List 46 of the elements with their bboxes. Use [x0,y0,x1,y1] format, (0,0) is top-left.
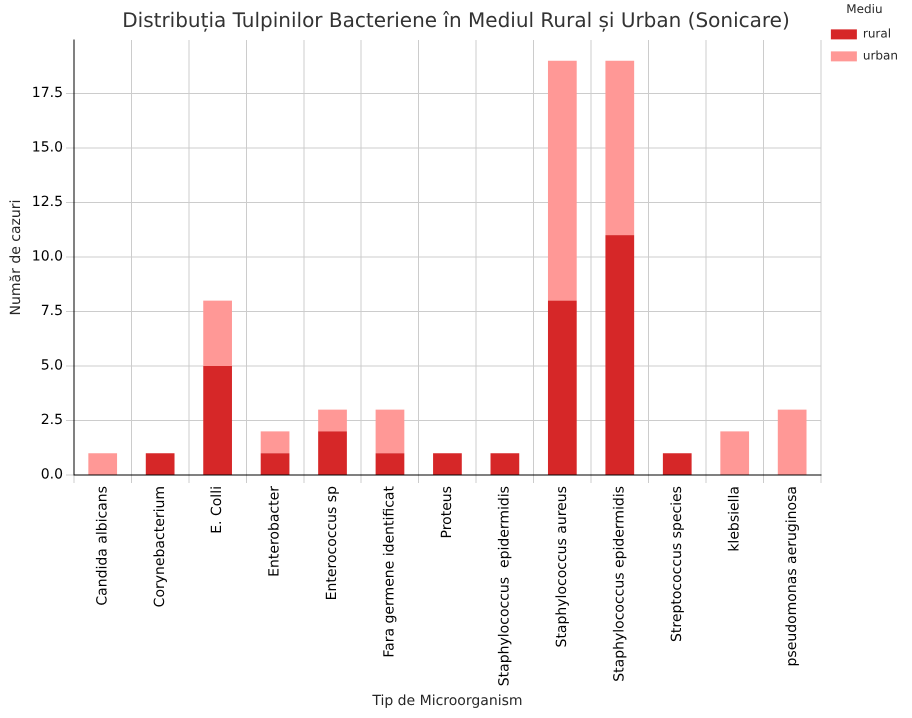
bar [490,453,520,475]
bar [662,453,692,475]
legend-label: urban [862,48,898,63]
y-tick-label: 2.5 [40,412,63,428]
bar [605,60,634,236]
y-tick-label: 7.5 [40,303,63,320]
legend-label: rural [862,26,892,41]
bar [548,60,577,301]
x-axis-title: Tip de Microorganism [371,693,523,710]
x-tick-label: Fara germene identificat [382,486,398,658]
bar [203,300,232,366]
bar [146,453,175,475]
bar [376,410,404,454]
x-tick-label: E. Colli [209,486,226,534]
bar [605,235,634,475]
x-tick-label: Staphylococcus aureus [554,486,570,648]
y-tick-label: 17.5 [32,85,63,102]
bar [376,453,404,475]
y-axis-title: Număr de cazuri [8,200,24,316]
bar [260,431,290,454]
x-tick-label: Candida albicans [94,486,110,606]
x-tick-label: Staphylococcus epidermidis [496,486,513,686]
y-tick-label: 0.0 [40,466,63,483]
bar [203,366,232,475]
legend-title: Mediu [846,2,883,16]
bar [778,410,807,475]
x-tick-label: pseudomonas aeruginosa [784,486,800,666]
bar [318,410,347,432]
bar [260,453,290,475]
bar [433,453,462,475]
chart-title: Distribuția Tulpinilor Bacteriene în Mediul Rural și Urban (Sonicare) [122,8,790,32]
x-tick-label: Staphylococcus epidermidis [611,486,628,682]
bar [88,453,118,475]
x-tick-label: Streptococcus species [668,486,685,642]
x-tick-label: Enterobacter [266,486,283,577]
y-tick-label: 12.5 [32,194,63,210]
x-tick-label: Proteus [439,486,456,539]
x-tick-label: Enterococcus sp [324,486,340,600]
x-tick-label: Corynebacterium [152,486,168,608]
bar [318,431,347,475]
bar [548,300,577,475]
y-tick-label: 5.0 [40,358,63,374]
x-tick-label: klebsiella [726,486,742,552]
y-tick-label: 15.0 [32,140,63,156]
y-tick-label: 10.0 [32,248,63,265]
bar [720,431,750,475]
